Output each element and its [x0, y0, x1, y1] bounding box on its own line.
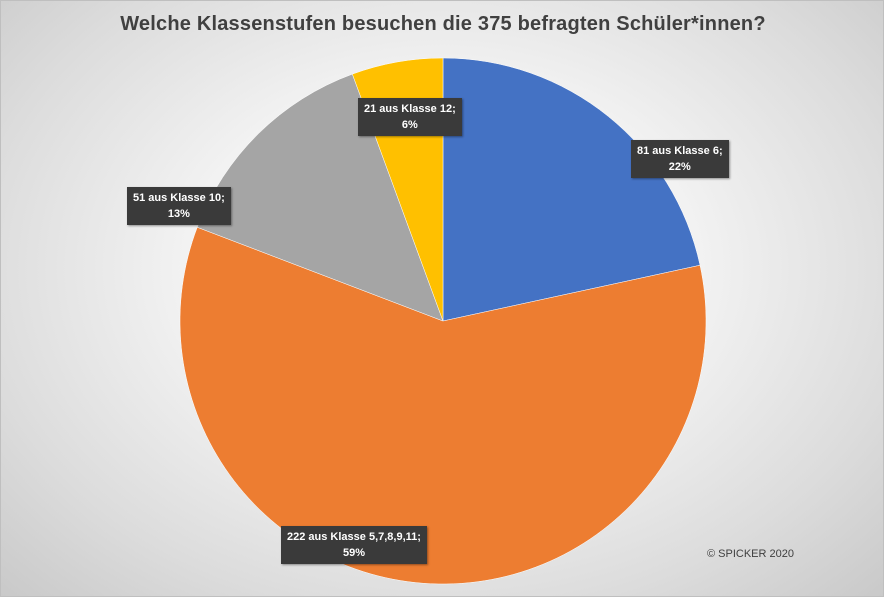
slice-label-klasse-5-7-8-9-11: 222 aus Klasse 5,7,8,9,11; 59% [281, 526, 427, 564]
slice-label-klasse-10: 51 aus Klasse 10; 13% [127, 187, 231, 225]
pie-slice-klasse-5-7-8-9-11 [179, 226, 707, 585]
pie-slice-klasse-6 [442, 57, 701, 322]
chart-title: Welche Klassenstufen besuchen die 375 be… [120, 13, 766, 35]
copyright-credit: © SPICKER 2020 [707, 548, 794, 560]
slice-label-klasse-12: 21 aus Klasse 12; 6% [358, 98, 462, 136]
slice-label-klasse-6: 81 aus Klasse 6; 22% [631, 140, 729, 178]
